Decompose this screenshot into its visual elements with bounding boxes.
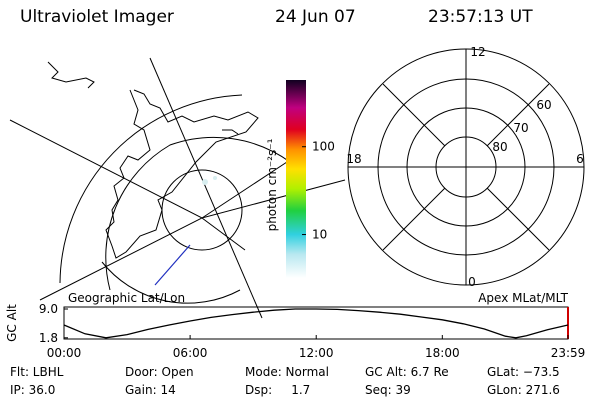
map-label: Geographic Lat/Lon (68, 291, 185, 305)
footer-item: Seq: 39 (365, 383, 411, 397)
x-tick-label: 18:00 (425, 346, 460, 360)
colorbar-fill (286, 80, 306, 278)
map: Geographic Lat/Lon (9, 57, 346, 319)
x-tick-label: 12:00 (299, 346, 334, 360)
footer-item: Door: Open (125, 365, 194, 379)
footer-item: GLat: −73.5 (487, 365, 560, 379)
time: 23:57:13 UT (428, 7, 533, 27)
altitude-line (63, 308, 569, 339)
date: 24 Jun 07 (275, 7, 356, 27)
footer: Flt: LBHL Door: Open Mode: Normal GC Alt… (10, 365, 560, 397)
footer-item: Flt: LBHL (10, 365, 64, 379)
colorbar-title: photon cm⁻²s⁻¹ (265, 138, 279, 231)
mlt-label: 0 (468, 275, 476, 289)
footer-item: GLon: 271.6 (487, 383, 560, 397)
plot-frame (63, 306, 569, 340)
x-tick-label: 06:00 (173, 346, 208, 360)
title: Ultraviolet Imager (20, 7, 174, 27)
lat-label: 60 (536, 98, 551, 112)
colorbar-tick-label: 10 (312, 228, 327, 242)
footer-item: IP: 36.0 (10, 383, 55, 397)
polar-label: Apex MLat/MLT (478, 291, 568, 305)
lat-label: 70 (513, 121, 528, 135)
x-tick-label: 00:00 (47, 346, 82, 360)
lat-label: 80 (492, 140, 507, 154)
mlt-label: 18 (346, 152, 361, 166)
footer-item: Dsp: 1.7 (245, 383, 310, 397)
mlt-label: 12 (470, 45, 485, 59)
footer-item: GC Alt: 6.7 Re (365, 365, 449, 379)
footer-item: Gain: 14 (125, 383, 176, 397)
colorbar-tick-label: 100 (312, 140, 335, 154)
y-label: GC Alt (5, 304, 19, 342)
colorbar: photon cm⁻²s⁻¹ (265, 80, 306, 278)
footer-item: Mode: Normal (245, 365, 329, 379)
mlt-label: 6 (576, 152, 584, 166)
x-tick-label: 23:59 (551, 346, 586, 360)
polar-grid: 12 18 6 0 60 70 80 Apex MLat/MLT (346, 45, 585, 305)
y-tick-label: 1.8 (39, 331, 58, 345)
y-tick-label: 9.0 (39, 302, 58, 316)
